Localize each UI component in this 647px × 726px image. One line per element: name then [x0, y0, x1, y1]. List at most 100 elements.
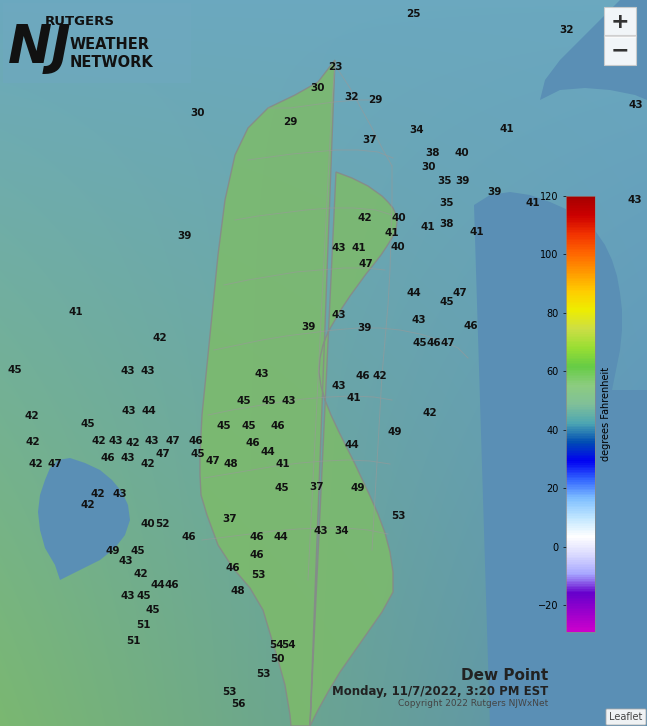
Text: 43: 43: [121, 453, 135, 463]
Text: 50: 50: [270, 654, 284, 664]
Text: 45: 45: [131, 546, 146, 556]
Text: 42: 42: [153, 333, 168, 343]
Text: 34: 34: [334, 526, 349, 536]
Text: 45: 45: [440, 297, 454, 307]
Text: +: +: [611, 12, 630, 32]
Text: 53: 53: [256, 669, 270, 679]
Text: 52: 52: [155, 519, 170, 529]
Text: 43: 43: [121, 366, 135, 376]
Text: 45: 45: [137, 591, 151, 601]
Text: 46: 46: [246, 438, 260, 448]
Text: 56: 56: [231, 699, 245, 709]
Text: 54: 54: [269, 640, 283, 650]
Text: 46: 46: [182, 532, 196, 542]
Text: 37: 37: [363, 135, 377, 145]
Text: 44: 44: [142, 406, 157, 416]
Text: 39: 39: [356, 323, 371, 333]
Text: 47: 47: [156, 449, 170, 459]
Text: 42: 42: [91, 489, 105, 499]
Text: WEATHER: WEATHER: [70, 37, 150, 52]
Text: 45: 45: [146, 605, 160, 615]
Text: 41: 41: [470, 227, 485, 237]
Text: 49: 49: [105, 546, 120, 556]
Text: 51: 51: [126, 636, 140, 646]
Text: 43: 43: [255, 369, 269, 379]
Text: 46: 46: [165, 580, 179, 590]
Text: 43: 43: [411, 315, 426, 325]
Text: 42: 42: [25, 411, 39, 421]
Text: 39: 39: [301, 322, 315, 332]
Text: NETWORK: NETWORK: [70, 55, 154, 70]
Text: 30: 30: [422, 162, 436, 172]
Text: 45: 45: [8, 365, 22, 375]
Text: 47: 47: [166, 436, 181, 446]
Text: 46: 46: [250, 532, 265, 542]
Text: 34: 34: [410, 125, 424, 135]
FancyBboxPatch shape: [604, 35, 636, 65]
Text: 45: 45: [413, 338, 427, 348]
Text: 53: 53: [391, 511, 405, 521]
Text: 54: 54: [281, 640, 296, 650]
Text: 32: 32: [345, 92, 359, 102]
Text: 45: 45: [217, 421, 232, 431]
Text: 43: 43: [145, 436, 159, 446]
Text: 45: 45: [242, 421, 256, 431]
Text: 44: 44: [274, 532, 289, 542]
Text: Monday, 11/7/2022, 3:20 PM EST: Monday, 11/7/2022, 3:20 PM EST: [332, 685, 548, 698]
Text: 45: 45: [261, 396, 276, 406]
Text: 41: 41: [276, 459, 291, 469]
Text: 43: 43: [281, 396, 296, 406]
Text: 43: 43: [628, 195, 642, 205]
FancyBboxPatch shape: [604, 7, 636, 37]
Text: 46: 46: [426, 338, 441, 348]
Text: 46: 46: [464, 321, 478, 331]
Text: 44: 44: [345, 440, 359, 450]
Text: 35: 35: [438, 176, 452, 186]
Text: 30: 30: [311, 83, 325, 93]
Text: 45: 45: [237, 396, 251, 406]
Text: 45: 45: [81, 419, 95, 429]
Text: 43: 43: [332, 243, 346, 253]
Text: 46: 46: [226, 563, 240, 573]
Text: 46: 46: [250, 550, 265, 560]
Text: 44: 44: [151, 580, 166, 590]
Text: 45: 45: [275, 483, 289, 493]
Polygon shape: [38, 458, 130, 580]
Text: 43: 43: [629, 100, 643, 110]
Text: 43: 43: [109, 436, 124, 446]
Text: 43: 43: [332, 310, 346, 320]
Text: 41: 41: [352, 243, 366, 253]
Text: 30: 30: [191, 108, 205, 118]
Text: RUTGERS: RUTGERS: [45, 15, 115, 28]
Text: 47: 47: [453, 288, 467, 298]
Text: 47: 47: [206, 456, 221, 466]
Text: 48: 48: [224, 459, 238, 469]
Text: 49: 49: [388, 427, 402, 437]
Text: 41: 41: [69, 307, 83, 317]
Text: 43: 43: [118, 556, 133, 566]
Text: 40: 40: [391, 213, 406, 223]
Text: 49: 49: [351, 483, 366, 493]
Text: 39: 39: [456, 176, 470, 186]
Text: 44: 44: [261, 447, 276, 457]
Text: 40: 40: [455, 148, 469, 158]
Text: 37: 37: [223, 514, 237, 524]
Text: 41: 41: [347, 393, 361, 403]
Text: 46: 46: [101, 453, 115, 463]
Text: 42: 42: [140, 459, 155, 469]
Text: 43: 43: [332, 381, 346, 391]
Text: 43: 43: [122, 406, 137, 416]
Text: Leaflet: Leaflet: [609, 712, 642, 722]
Text: NJ: NJ: [8, 22, 72, 74]
Text: 42: 42: [92, 436, 106, 446]
Text: 38: 38: [426, 148, 440, 158]
Text: 35: 35: [440, 198, 454, 208]
Text: 40: 40: [391, 242, 405, 252]
Text: 42: 42: [134, 569, 148, 579]
Text: 42: 42: [28, 459, 43, 469]
Text: 42: 42: [126, 438, 140, 448]
Text: 40: 40: [140, 519, 155, 529]
Polygon shape: [200, 60, 397, 726]
Text: 43: 43: [140, 366, 155, 376]
Text: 42: 42: [422, 408, 437, 418]
